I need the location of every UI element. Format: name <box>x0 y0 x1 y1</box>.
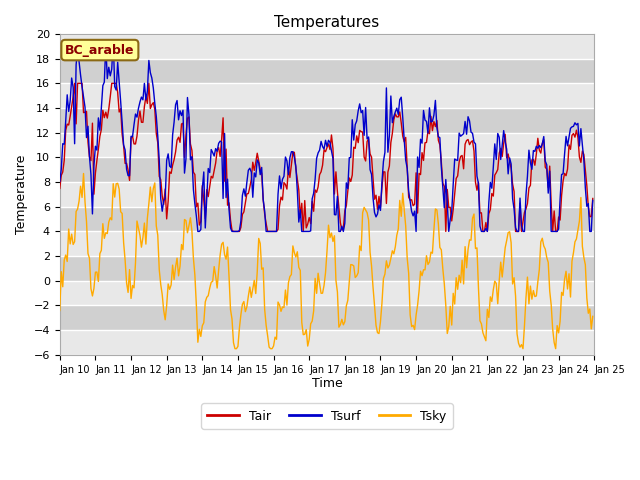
Y-axis label: Temperature: Temperature <box>15 155 28 234</box>
Bar <box>60 305 595 330</box>
Bar <box>60 330 595 355</box>
Bar <box>60 207 595 231</box>
Tsky <box>236 325 243 331</box>
Tsky <box>216 252 224 258</box>
Tsurf <box>292 164 300 169</box>
Tair <box>236 228 243 234</box>
Tsky <box>56 308 63 313</box>
Bar <box>60 231 595 256</box>
Legend: Tair, Tsurf, Tsky: Tair, Tsurf, Tsky <box>201 403 453 429</box>
Line: Tair: Tair <box>60 84 593 231</box>
Bar <box>60 182 595 207</box>
Tsky <box>244 293 252 299</box>
Tsurf <box>194 228 202 234</box>
Bar <box>60 108 595 132</box>
Tair <box>71 81 79 86</box>
Tsurf <box>236 228 243 233</box>
Title: Temperatures: Temperatures <box>275 15 380 30</box>
Bar <box>60 281 595 305</box>
Line: Tsky: Tsky <box>60 173 593 348</box>
Tsurf <box>218 139 225 145</box>
Text: BC_arable: BC_arable <box>65 44 134 57</box>
Tsky <box>292 254 300 260</box>
Bar <box>60 132 595 157</box>
Tair <box>562 173 570 179</box>
Tair <box>56 185 63 191</box>
Line: Tsurf: Tsurf <box>60 40 593 231</box>
Bar <box>60 84 595 108</box>
Tsky <box>562 268 570 274</box>
Bar <box>60 34 595 59</box>
Tsurf <box>123 167 131 172</box>
Bar <box>60 256 595 281</box>
X-axis label: Time: Time <box>312 377 342 390</box>
Tsurf <box>56 179 63 184</box>
Tair <box>230 228 237 234</box>
Tsurf <box>244 168 252 173</box>
Tsurf <box>109 37 117 43</box>
Tsky <box>231 346 239 351</box>
Tair <box>244 191 252 196</box>
Tair <box>589 195 596 201</box>
Tair <box>292 166 300 171</box>
Bar <box>60 59 595 84</box>
Tair <box>123 160 131 166</box>
Tsky <box>589 313 596 319</box>
Tair <box>216 154 224 159</box>
Tsurf <box>562 133 570 139</box>
Bar <box>60 157 595 182</box>
Tsky <box>123 280 131 286</box>
Tsurf <box>589 197 596 203</box>
Tsky <box>80 170 88 176</box>
